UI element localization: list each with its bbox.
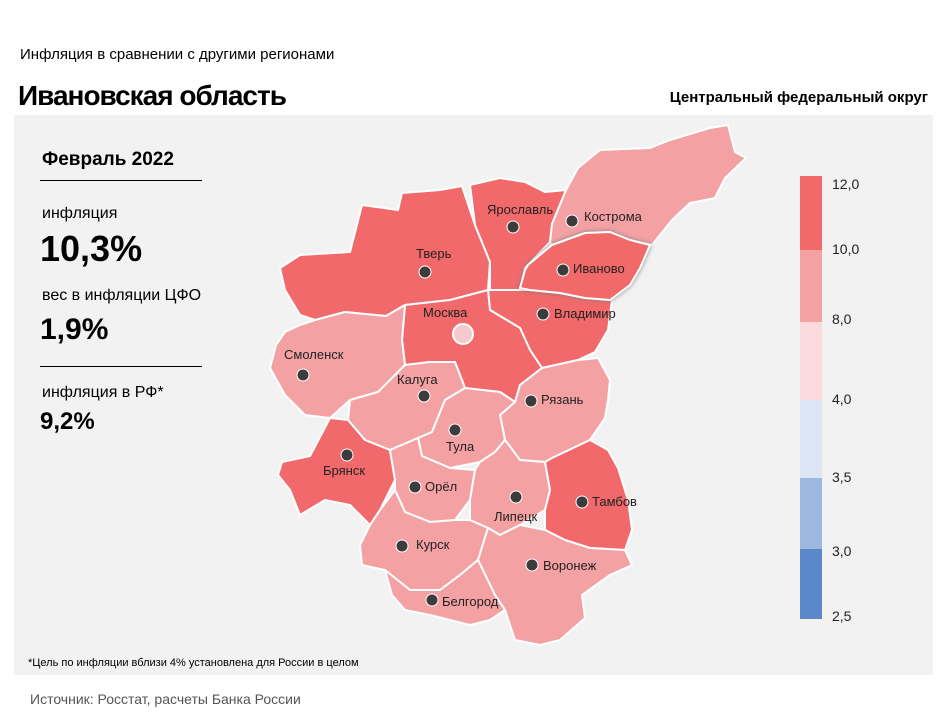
weight-label: вес в инфляции ЦФО bbox=[42, 287, 202, 304]
city-marker-tula bbox=[448, 423, 462, 437]
legend-tick-5: 3,0 bbox=[832, 543, 852, 559]
city-label-smolensk: Смоленск bbox=[284, 347, 344, 362]
legend-swatch-5 bbox=[800, 549, 822, 619]
legend-swatch-4 bbox=[800, 478, 822, 549]
divider-top bbox=[40, 180, 202, 181]
city-label-moscow: Москва bbox=[423, 305, 468, 320]
region-tambov[interactable] bbox=[544, 439, 633, 551]
city-label-ivanovo: Иваново bbox=[573, 261, 625, 276]
inflation-value: 10,3% bbox=[40, 228, 143, 269]
color-legend: 12,0 10,0 8,0 4,0 3,5 3,0 2,5 bbox=[800, 176, 859, 624]
city-marker-belgorod bbox=[425, 593, 439, 607]
city-label-tula: Тула bbox=[446, 439, 475, 454]
legend-tick-1: 10,0 bbox=[832, 241, 859, 257]
legend-swatch-0 bbox=[800, 176, 822, 250]
region-bryansk[interactable] bbox=[277, 417, 396, 526]
city-label-kaluga: Калуга bbox=[397, 372, 438, 387]
period-label: Февраль 2022 bbox=[42, 149, 174, 170]
city-marker-tver bbox=[418, 265, 432, 279]
city-label-tver: Тверь bbox=[416, 246, 452, 261]
divider-bottom bbox=[40, 366, 202, 367]
legend-tick-0: 12,0 bbox=[832, 176, 859, 192]
city-marker-moscow bbox=[452, 323, 474, 345]
city-marker-ivanovo bbox=[556, 263, 570, 277]
city-labels: Ярославль Кострома Тверь Иваново Москва … bbox=[284, 202, 643, 609]
rf-inflation-value: 9,2% bbox=[40, 408, 95, 435]
city-label-vladimir: Владимир bbox=[554, 306, 616, 321]
city-marker-kursk bbox=[395, 539, 409, 553]
inflation-label: инфляция bbox=[42, 205, 118, 222]
city-marker-ryazan bbox=[524, 394, 538, 408]
legend-swatch-1 bbox=[800, 250, 822, 322]
region-belgorod[interactable] bbox=[384, 559, 506, 626]
city-label-kursk: Курск bbox=[416, 537, 450, 552]
region-lipetsk[interactable] bbox=[469, 439, 551, 536]
city-marker-orel bbox=[408, 480, 422, 494]
region-ivanovo[interactable] bbox=[519, 231, 651, 301]
footnote: *Цель по инфляции вблизи 4% установлена … bbox=[28, 657, 359, 669]
city-marker-lipetsk bbox=[509, 490, 523, 504]
source-note: Источник: Росстат, расчеты Банка России bbox=[30, 691, 301, 707]
city-markers bbox=[296, 214, 589, 607]
city-marker-tambov bbox=[575, 495, 589, 509]
city-marker-kaluga bbox=[417, 389, 431, 403]
city-label-voronezh: Воронеж bbox=[543, 558, 597, 573]
city-marker-yaroslavl bbox=[506, 220, 520, 234]
legend-swatch-3 bbox=[800, 400, 822, 478]
legend-tick-3: 4,0 bbox=[832, 391, 852, 407]
legend-tick-2: 8,0 bbox=[832, 311, 852, 327]
city-label-orel: Орёл bbox=[425, 479, 457, 494]
city-marker-vladimir bbox=[536, 307, 550, 321]
city-marker-smolensk bbox=[296, 368, 310, 382]
city-label-lipetsk: Липецк bbox=[494, 509, 538, 524]
city-marker-bryansk bbox=[340, 448, 354, 462]
city-label-ryazan: Рязань bbox=[541, 392, 584, 407]
legend-tick-4: 3,5 bbox=[832, 469, 852, 485]
city-label-kostroma: Кострома bbox=[584, 209, 643, 224]
district-label: Центральный федеральный округ bbox=[669, 89, 928, 106]
city-label-belgorod: Белгород bbox=[442, 594, 499, 609]
rf-inflation-label: инфляция в РФ* bbox=[42, 384, 164, 401]
weight-value: 1,9% bbox=[40, 313, 109, 346]
city-marker-kostroma bbox=[565, 214, 579, 228]
legend-tick-6: 2,5 bbox=[832, 608, 852, 624]
city-label-tambov: Тамбов bbox=[592, 494, 637, 509]
supertitle: Инфляция в сравнении с другими регионами bbox=[20, 46, 335, 63]
city-label-bryansk: Брянск bbox=[323, 463, 365, 478]
region-kostroma[interactable] bbox=[549, 124, 747, 246]
region-orel[interactable] bbox=[389, 437, 476, 523]
city-label-yaroslavl: Ярославль bbox=[487, 202, 553, 217]
page-title: Ивановская область bbox=[18, 80, 287, 111]
city-marker-voronezh bbox=[525, 558, 539, 572]
legend-swatch-2 bbox=[800, 322, 822, 400]
